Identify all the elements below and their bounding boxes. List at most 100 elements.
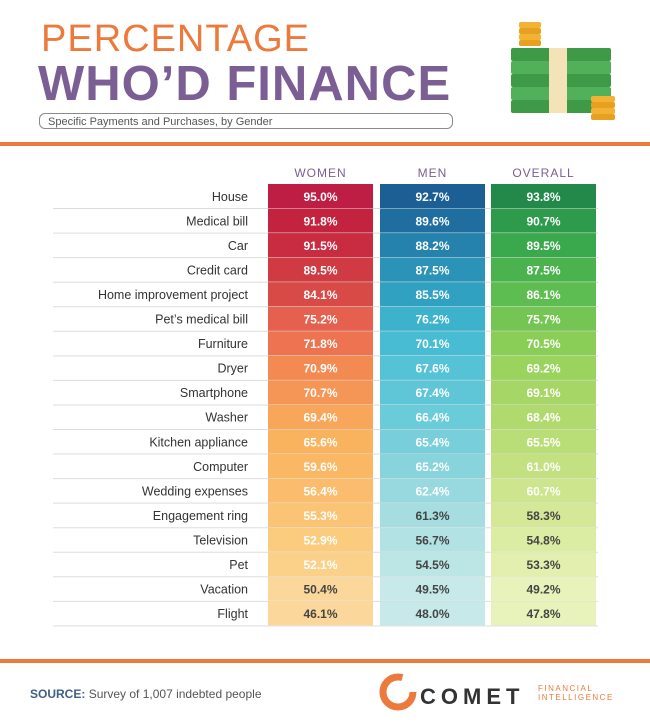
logo-subtitle: FINANCIAL INTELLIGENCE: [538, 684, 628, 702]
source-label: SOURCE:: [30, 687, 86, 701]
category-label: Engagement ring: [153, 509, 248, 523]
data-cell: [268, 257, 373, 282]
category-label: Furniture: [198, 337, 248, 351]
data-cell: [491, 282, 596, 307]
data-cell: [491, 208, 596, 233]
data-cell: [380, 601, 485, 626]
data-cell: [268, 478, 373, 503]
value-label: 47.8%: [526, 607, 560, 621]
data-cell: [380, 380, 485, 405]
value-label: 85.5%: [415, 288, 449, 302]
subtitle: Specific Payments and Purchases, by Gend…: [39, 113, 453, 129]
data-cell: [491, 527, 596, 552]
data-cell: [491, 601, 596, 626]
data-cell: [268, 601, 373, 626]
category-label: Wedding expenses: [142, 484, 248, 498]
value-label: 46.1%: [303, 607, 337, 621]
value-label: 87.5%: [526, 263, 560, 277]
value-label: 56.7%: [415, 533, 449, 547]
category-label: Vacation: [200, 583, 248, 597]
data-cell: [491, 429, 596, 454]
value-label: 61.0%: [526, 460, 560, 474]
value-label: 88.2%: [415, 239, 449, 253]
value-label: 70.5%: [526, 337, 560, 351]
data-cell: [268, 404, 373, 429]
category-label: Smartphone: [180, 386, 248, 400]
data-cell: [380, 478, 485, 503]
data-cell: [268, 208, 373, 233]
data-cell: [380, 306, 485, 331]
data-cell: [491, 306, 596, 331]
value-label: 75.7%: [526, 313, 560, 327]
data-cell: [268, 527, 373, 552]
data-cell: [268, 454, 373, 479]
data-cell: [380, 429, 485, 454]
value-label: 89.5%: [526, 239, 560, 253]
data-cell: [380, 503, 485, 528]
value-label: 86.1%: [526, 288, 560, 302]
data-cell: [268, 233, 373, 258]
logo-sub-line-1: FINANCIAL: [538, 684, 594, 693]
data-cell: [380, 576, 485, 601]
value-label: 91.8%: [303, 214, 337, 228]
value-label: 58.3%: [526, 509, 560, 523]
value-label: 67.6%: [415, 362, 449, 376]
category-label: Pet’s medical bill: [155, 313, 248, 327]
data-cell: [491, 576, 596, 601]
value-label: 76.2%: [415, 313, 449, 327]
value-label: 93.8%: [526, 190, 560, 204]
category-label: Washer: [205, 411, 248, 425]
title-line-2: WHO’D FINANCE: [38, 57, 452, 111]
category-label: Kitchen appliance: [149, 435, 248, 449]
data-cell: [491, 503, 596, 528]
data-cell: [380, 282, 485, 307]
column-header: MEN: [418, 166, 448, 180]
data-cell: [380, 257, 485, 282]
data-cell: [380, 331, 485, 356]
column-header: WOMEN: [294, 166, 346, 180]
coin-stack-icon: [591, 96, 615, 120]
value-label: 54.8%: [526, 533, 560, 547]
value-label: 54.5%: [415, 558, 449, 572]
data-cell: [380, 233, 485, 258]
value-label: 49.5%: [415, 583, 449, 597]
value-label: 59.6%: [303, 460, 337, 474]
data-cell: [268, 429, 373, 454]
category-label: Television: [193, 533, 248, 547]
value-label: 84.1%: [303, 288, 337, 302]
category-label: House: [212, 190, 248, 204]
data-cell: [268, 552, 373, 577]
comet-logo-icon: [379, 673, 417, 711]
value-label: 69.4%: [303, 411, 337, 425]
data-cell: [380, 552, 485, 577]
money-stack-icon: [511, 22, 615, 120]
data-cell: [268, 380, 373, 405]
finance-table-chart: WOMEN MEN OVERALL House 95.0% 92.7% 93.8% Medic…: [53, 166, 598, 627]
logo-sub-line-2: INTELLIGENCE: [538, 693, 614, 702]
category-label: Computer: [193, 460, 248, 474]
value-label: 50.4%: [303, 583, 337, 597]
bottom-divider: [0, 659, 650, 663]
data-cell: [268, 282, 373, 307]
value-label: 65.4%: [415, 435, 449, 449]
coin-stack-icon: [519, 22, 541, 46]
category-label: Pet: [229, 558, 248, 572]
value-label: 55.3%: [303, 509, 337, 523]
value-label: 90.7%: [526, 214, 560, 228]
value-label: 67.4%: [415, 386, 449, 400]
value-label: 62.4%: [415, 484, 449, 498]
value-label: 65.6%: [303, 435, 337, 449]
category-label: Medical bill: [186, 214, 248, 228]
logo-wordmark: COMET: [420, 684, 525, 709]
value-label: 91.5%: [303, 239, 337, 253]
column-header: OVERALL: [512, 166, 574, 180]
value-label: 68.4%: [526, 411, 560, 425]
value-label: 56.4%: [303, 484, 337, 498]
value-label: 70.7%: [303, 386, 337, 400]
data-cell: [491, 552, 596, 577]
value-label: 61.3%: [415, 509, 449, 523]
data-cell: [268, 331, 373, 356]
value-label: 89.6%: [415, 214, 449, 228]
data-cell: [380, 454, 485, 479]
data-cell: [491, 233, 596, 258]
